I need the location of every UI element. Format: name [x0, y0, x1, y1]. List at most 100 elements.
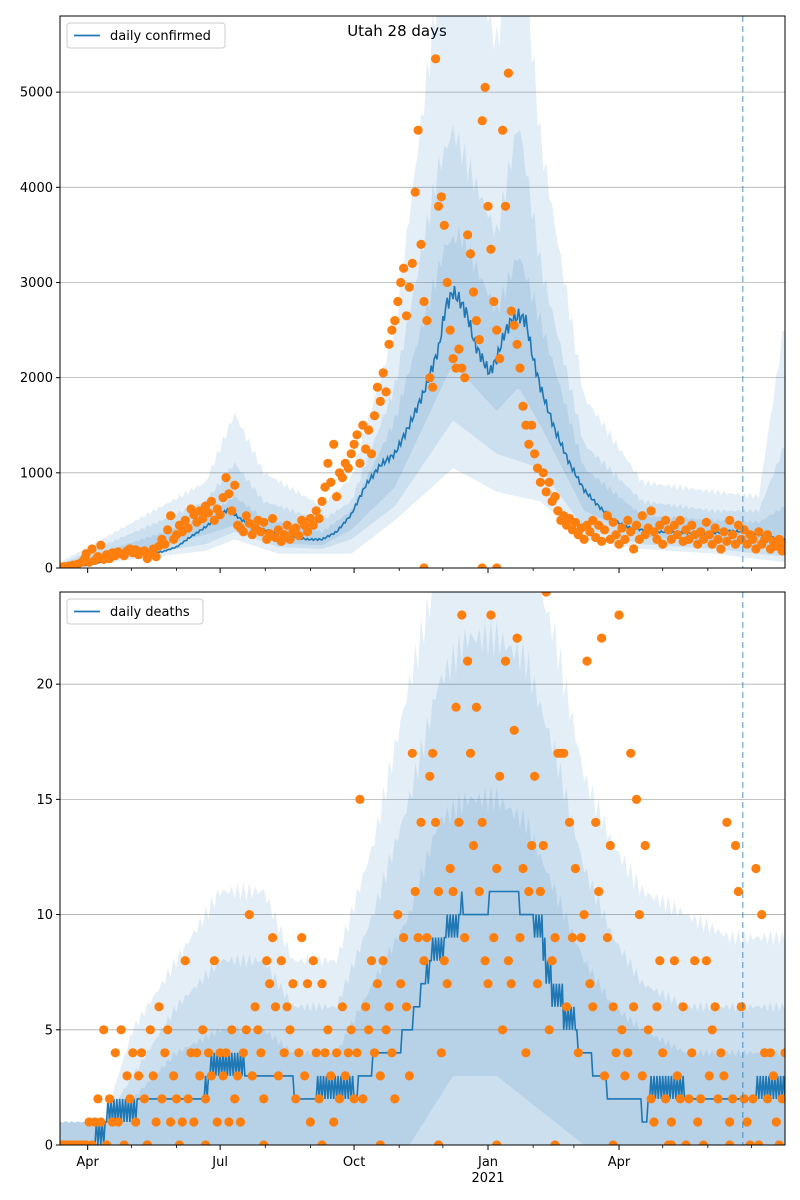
observed-point: [198, 1025, 208, 1035]
observed-point: [221, 473, 231, 483]
observed-point: [687, 1048, 697, 1058]
observed-point: [599, 525, 610, 535]
observed-point: [626, 527, 636, 537]
observed-point: [617, 1025, 627, 1035]
observed-point: [451, 702, 461, 712]
observed-point: [355, 458, 365, 468]
observed-point: [530, 771, 540, 781]
observed-point: [486, 610, 496, 620]
observed-point: [457, 363, 467, 373]
observed-point: [468, 287, 479, 297]
observed-point: [704, 1071, 714, 1081]
observed-point: [96, 540, 106, 550]
observed-point: [725, 1117, 735, 1127]
observed-point: [562, 1002, 572, 1012]
observed-point: [620, 534, 630, 545]
observed-point: [477, 116, 487, 126]
observed-point: [631, 794, 642, 805]
observed-point: [369, 1048, 380, 1058]
observed-point: [439, 956, 449, 966]
observed-point: [198, 513, 208, 524]
observed-point: [725, 1140, 735, 1145]
observed-point: [372, 382, 382, 392]
observed-point: [544, 477, 554, 487]
axes-frame: [59, 15, 786, 569]
observed-point: [311, 506, 321, 516]
observed-point: [733, 886, 744, 897]
observed-point: [349, 1094, 359, 1104]
observed-point: [268, 933, 278, 943]
observed-point: [282, 1002, 292, 1012]
observed-point: [687, 520, 697, 530]
observed-point: [206, 1071, 216, 1081]
observed-point: [177, 1117, 187, 1127]
observed-point: [305, 1117, 315, 1127]
observed-point: [748, 1094, 758, 1104]
observed-point: [661, 1094, 671, 1104]
observed-point: [474, 886, 484, 897]
x-tick-label: Oct: [343, 1155, 365, 1170]
observed-point: [334, 1094, 345, 1104]
observed-point: [658, 1048, 668, 1058]
observed-point: [611, 530, 621, 540]
observed-point: [768, 1071, 779, 1081]
observed-point: [463, 656, 473, 666]
legend-label: daily deaths: [110, 605, 190, 620]
observed-point: [512, 339, 522, 349]
observed-point: [745, 1140, 755, 1145]
observed-point: [707, 1025, 717, 1035]
observed-point: [716, 544, 726, 554]
observed-point: [375, 1140, 385, 1145]
observed-point: [332, 1048, 342, 1058]
observed-point: [393, 910, 403, 920]
observed-point: [559, 748, 569, 758]
observed-point: [209, 956, 219, 966]
observed-point: [407, 258, 417, 268]
observed-point: [404, 282, 414, 292]
observed-point: [547, 956, 557, 966]
observed-point: [419, 956, 429, 966]
legend: daily confirmed: [66, 22, 226, 49]
observed-point: [151, 552, 161, 562]
observed-point: [396, 277, 406, 288]
observed-point: [777, 1094, 785, 1104]
observed-point: [483, 979, 493, 989]
observed-point: [425, 373, 435, 383]
observed-point: [608, 1002, 618, 1012]
observed-point: [410, 187, 420, 197]
x-tick-label: Jul: [211, 1155, 228, 1170]
observed-point: [364, 425, 374, 435]
observed-point: [265, 979, 275, 989]
observed-point: [302, 979, 313, 989]
observed-point: [530, 449, 540, 459]
observed-point: [410, 886, 420, 897]
observed-point: [608, 1140, 618, 1145]
observed-point: [166, 1117, 176, 1127]
observed-point: [521, 1048, 531, 1058]
observed-point: [134, 1071, 144, 1081]
observed-point: [352, 430, 362, 440]
observed-point: [247, 1071, 257, 1081]
uncertainty-band: [60, 124, 785, 568]
observed-point: [407, 748, 417, 758]
observed-point: [442, 979, 452, 989]
plot-area: [60, 592, 785, 1145]
observed-point: [602, 511, 613, 521]
observed-point: [736, 1002, 746, 1012]
observed-point: [387, 325, 397, 335]
observed-point: [352, 1048, 362, 1058]
observed-point: [780, 1048, 785, 1058]
observed-point: [637, 511, 647, 521]
observed-point: [597, 633, 607, 643]
observed-point: [122, 1071, 132, 1081]
y-tick-label: 20: [36, 678, 53, 693]
observed-point: [480, 82, 490, 92]
observed-point: [550, 492, 560, 502]
observed-point: [151, 1117, 161, 1127]
observed-point: [626, 748, 636, 758]
observed-point: [230, 1094, 240, 1104]
observed-point: [655, 956, 665, 966]
observed-point: [180, 956, 190, 966]
observed-point: [145, 1025, 155, 1035]
